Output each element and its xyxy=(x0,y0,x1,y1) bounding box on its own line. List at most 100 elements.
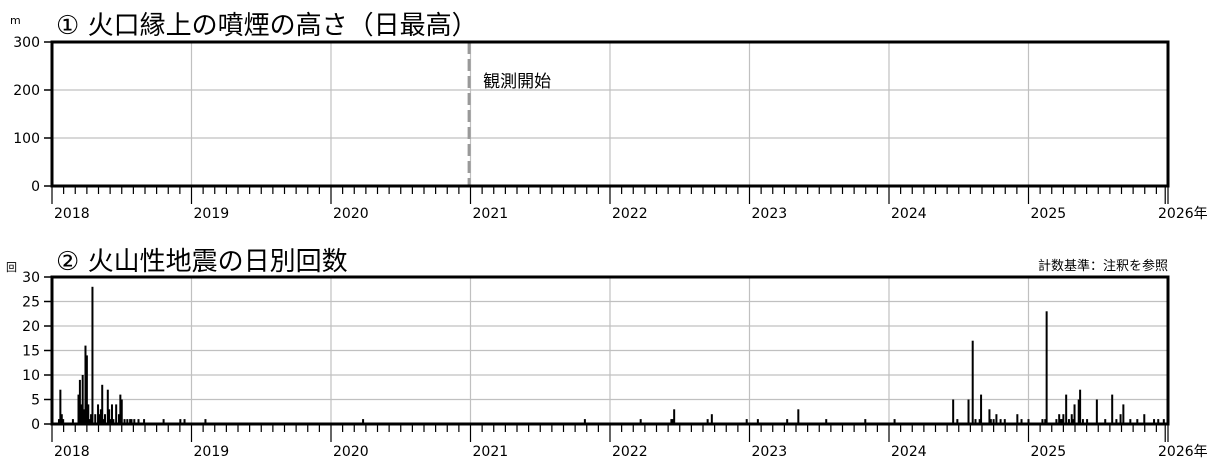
earthquake-bar xyxy=(671,419,674,424)
earthquake-bar xyxy=(97,404,100,424)
earthquake-bar xyxy=(1143,414,1146,424)
earthquake-bar xyxy=(971,340,974,424)
earthquake-bar xyxy=(204,419,207,424)
earthquake-bar xyxy=(81,375,84,424)
earthquake-bar xyxy=(989,419,992,424)
earthquake-bar xyxy=(974,419,977,424)
earthquake-bar xyxy=(639,419,642,424)
plume-height-plot-frame xyxy=(50,40,1170,188)
earthquake-bar xyxy=(673,409,676,424)
y-tick-label: 100 xyxy=(13,131,40,147)
earthquake-bar xyxy=(988,409,991,424)
earthquake-bar xyxy=(1062,414,1065,424)
earthquake-bar xyxy=(1122,404,1125,424)
earthquake-count-grid xyxy=(52,277,1168,424)
earthquake-bar xyxy=(71,419,74,424)
earthquake-bar xyxy=(1115,419,1118,424)
x-tick-label: 2021 xyxy=(473,206,509,222)
earthquake-bar xyxy=(992,419,995,424)
plume-height-panel: m ① 火口縁上の噴煙の高さ（日最高） 観測開始 0 100 200 300 2018… xyxy=(10,11,1208,222)
earthquake-bar xyxy=(756,419,759,424)
earthquake-bar xyxy=(143,419,146,424)
y-tick-label: 300 xyxy=(13,35,40,51)
earthquake-bar xyxy=(952,399,955,424)
earthquake-bar xyxy=(84,345,87,424)
earthquake-bar xyxy=(1153,419,1156,424)
x-tick-label: 2019 xyxy=(194,444,230,459)
plume-height-title: ① 火口縁上の噴煙の高さ（日最高） xyxy=(56,11,478,41)
x-tick-label: 2020 xyxy=(333,206,369,222)
earthquake-bar xyxy=(1077,399,1080,424)
earthquake-bar xyxy=(583,419,586,424)
earthquake-bar xyxy=(183,419,186,424)
earthquake-bar xyxy=(123,419,126,424)
earthquake-bar xyxy=(864,419,867,424)
earthquake-bar xyxy=(126,419,129,424)
x-tick-label: 2024 xyxy=(891,206,927,222)
y-tick-label: 25 xyxy=(22,295,40,311)
earthquake-bar xyxy=(797,409,800,424)
earthquake-bar xyxy=(980,394,983,424)
earthquake-bar xyxy=(706,419,709,424)
earthquake-bar xyxy=(1016,414,1019,424)
earthquake-bar xyxy=(893,419,896,424)
y-tick-label: 0 xyxy=(31,417,40,433)
earthquake-bar xyxy=(1065,394,1068,424)
earthquake-bar xyxy=(1081,419,1084,424)
earthquake-bar xyxy=(995,414,998,424)
earthquake-bar xyxy=(710,414,713,424)
y-tick-label: 30 xyxy=(22,270,40,286)
x-tick-label: 2023 xyxy=(752,444,788,459)
earthquake-bar xyxy=(1059,419,1062,424)
earthquake-bar xyxy=(978,419,981,424)
earthquake-bar xyxy=(115,404,118,424)
earthquake-bar xyxy=(99,409,102,424)
earthquake-count-bars xyxy=(57,286,1165,424)
earthquake-bar xyxy=(825,419,828,424)
earthquake-bar xyxy=(1003,419,1006,424)
earthquake-bar xyxy=(59,389,62,424)
earthquake-bar xyxy=(120,399,123,424)
earthquake-bar xyxy=(94,414,97,424)
observation-start-label: 観測開始 xyxy=(483,72,551,92)
x-tick-label: 2025 xyxy=(1031,206,1067,222)
earthquake-bar xyxy=(967,399,970,424)
earthquake-bar xyxy=(87,404,90,424)
earthquake-bar xyxy=(91,286,94,424)
earthquake-bar xyxy=(110,404,113,424)
observation-start-marker: 観測開始 xyxy=(467,42,551,186)
earthquake-bar xyxy=(83,409,86,424)
earthquake-bar xyxy=(1045,311,1048,424)
earthquake-bar xyxy=(1157,419,1160,424)
plume-height-y-axis: 0 100 200 300 xyxy=(13,35,52,195)
earthquake-bar xyxy=(90,414,93,424)
x-tick-label: 2018 xyxy=(54,206,90,222)
x-tick-label: 2020 xyxy=(333,444,369,459)
earthquake-bar xyxy=(117,414,120,424)
earthquake-bar xyxy=(137,419,140,424)
y-tick-label: 10 xyxy=(22,368,40,384)
earthquake-bar xyxy=(80,404,83,424)
earthquake-count-unit: 回 xyxy=(6,261,17,274)
earthquake-bar xyxy=(1041,419,1044,424)
earthquake-bar xyxy=(78,379,81,424)
earthquake-bar xyxy=(77,394,80,424)
earthquake-count-plot-frame xyxy=(50,275,1170,426)
earthquake-bar xyxy=(179,419,182,424)
y-tick-label: 200 xyxy=(13,83,40,99)
earthquake-bar xyxy=(1079,389,1082,424)
y-tick-label: 15 xyxy=(22,344,40,360)
earthquake-bar xyxy=(1070,414,1073,424)
earthquake-bar xyxy=(362,419,365,424)
earthquake-bar xyxy=(1055,419,1058,424)
earthquake-bar xyxy=(1044,419,1047,424)
earthquake-bar xyxy=(1095,399,1098,424)
earthquake-bar xyxy=(1111,394,1114,424)
y-tick-label: 0 xyxy=(31,179,40,195)
earthquake-bar xyxy=(1129,419,1132,424)
earthquake-bar xyxy=(1073,404,1076,424)
earthquake-count-x-axis: 2018 2019 2020 2021 2022 2023 2024 2025 2026年 xyxy=(51,424,1208,459)
earthquake-bar xyxy=(786,419,789,424)
